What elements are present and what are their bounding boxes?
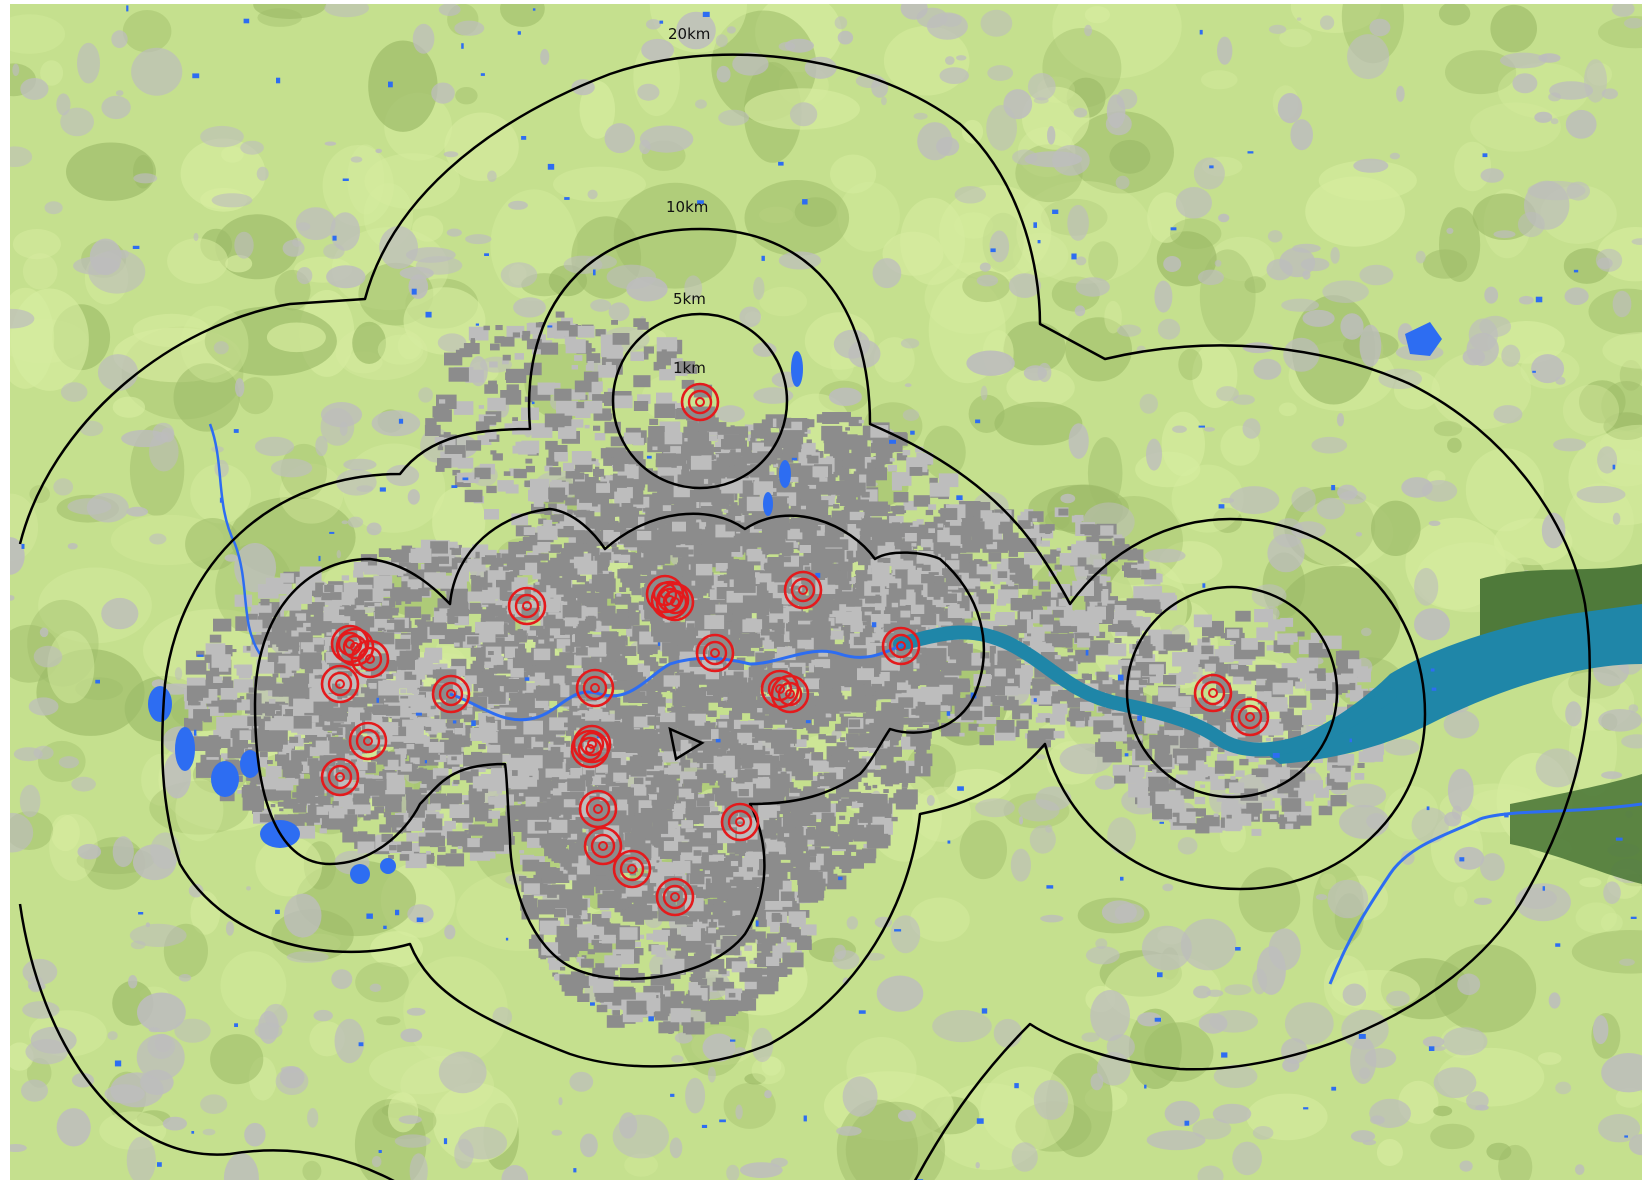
reservoir: [380, 858, 396, 874]
marsh-area-south: [1510, 774, 1642, 884]
monitoring-site[interactable]: [612, 849, 652, 889]
buffer-zones: [18, 53, 1592, 1180]
monitoring-site[interactable]: [320, 757, 360, 797]
monitoring-sites: [320, 382, 1270, 917]
monitoring-site[interactable]: [881, 626, 921, 666]
land-cover-texture: [10, 4, 1642, 1180]
buffer-label-20km: 20km: [668, 25, 710, 43]
buffer-label-5km: 5km: [673, 290, 706, 308]
monitoring-site[interactable]: [348, 721, 388, 761]
monitoring-site[interactable]: [575, 668, 615, 708]
monitoring-site[interactable]: [583, 826, 623, 866]
map-frame: 20km 10km 5km 1km: [10, 4, 1642, 1180]
centroid-triangle-icon[interactable]: [668, 726, 705, 762]
buffer-5km-circle-east: [1125, 585, 1339, 799]
river-tributary-east: [1328, 802, 1642, 985]
reservoir: [211, 761, 239, 797]
buffer-label-10km: 10km: [666, 198, 708, 216]
monitoring-site[interactable]: [330, 624, 370, 664]
monitoring-site[interactable]: [431, 674, 471, 714]
reservoir: [791, 351, 803, 387]
monitoring-site[interactable]: [720, 802, 760, 842]
water-bodies: [21, 5, 1642, 1180]
monitoring-site[interactable]: [645, 574, 685, 614]
monitoring-site[interactable]: [507, 586, 547, 626]
monitoring-site[interactable]: [350, 639, 390, 679]
monitoring-site[interactable]: [783, 570, 823, 610]
buffer-20km-outline: [18, 53, 1592, 1180]
monitoring-site[interactable]: [760, 669, 800, 709]
buffer-5km-circle-north: [611, 312, 789, 490]
monitoring-site[interactable]: [320, 664, 360, 704]
monitoring-site[interactable]: [572, 724, 612, 764]
reservoir: [763, 492, 773, 516]
monitoring-site[interactable]: [695, 633, 735, 673]
monitoring-site[interactable]: [578, 789, 618, 829]
reservoir: [779, 460, 791, 488]
reservoir: [240, 750, 260, 778]
river-tributary-north: [208, 423, 262, 655]
lake-northeast: [1405, 322, 1442, 356]
reservoir: [350, 864, 370, 884]
reservoir: [148, 686, 172, 722]
monitoring-site[interactable]: [680, 382, 720, 422]
buffer-label-1km: 1km: [673, 359, 706, 377]
monitoring-site[interactable]: [1230, 697, 1270, 737]
buffer-5km-outline: [253, 507, 986, 981]
thames-river: [449, 642, 906, 722]
monitoring-site[interactable]: [1193, 673, 1233, 713]
urban-area: [183, 311, 1386, 1035]
land-cover-map[interactable]: 20km 10km 5km 1km: [10, 4, 1642, 1180]
reservoir: [175, 727, 195, 771]
monitoring-site[interactable]: [655, 877, 695, 917]
buffer-10km-outline: [160, 227, 1427, 1068]
